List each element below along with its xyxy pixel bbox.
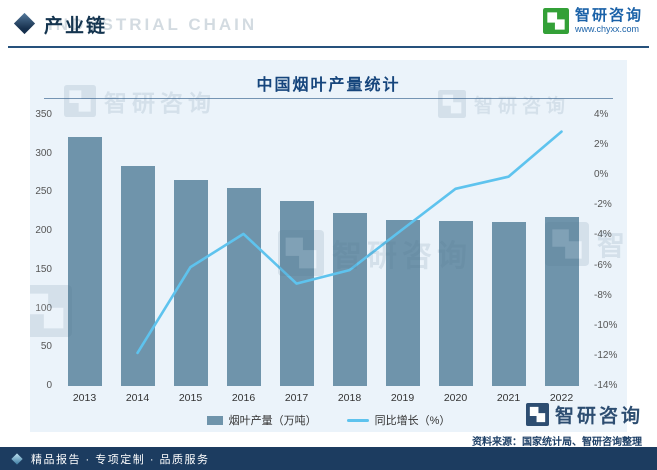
x-axis-label: 2020 xyxy=(443,392,468,404)
right-axis: 4% 2% 0% -2% -4% -6% -8% -10% -12% -14% xyxy=(594,109,627,391)
brand-url: www.chyxx.com xyxy=(574,24,639,35)
right-axis-tick: 2% xyxy=(594,139,609,151)
right-axis-tick: -12% xyxy=(594,349,618,361)
legend-bar-swatch xyxy=(206,415,223,425)
left-axis-tick: 100 xyxy=(35,302,52,314)
header-watermark-text: INDUSTRIAL CHAIN xyxy=(48,15,258,34)
legend-label: 烟叶产量（万吨） xyxy=(228,415,317,427)
right-axis-tick: -6% xyxy=(594,259,612,271)
right-axis-tick: -10% xyxy=(594,319,618,331)
legend-item: 烟叶产量（万吨） xyxy=(206,412,317,428)
brand-name: 智研咨询 xyxy=(574,7,643,24)
bar xyxy=(385,219,420,386)
source-note: 资料来源：国家统计局、智研咨询整理 xyxy=(472,437,642,448)
legend-item: 同比增长（%） xyxy=(346,412,451,428)
x-axis-label: 2022 xyxy=(549,392,574,404)
x-axis-label: 2017 xyxy=(284,392,309,404)
left-axis-tick: 300 xyxy=(35,147,52,159)
bar xyxy=(332,212,367,386)
right-axis-tick: 4% xyxy=(594,109,609,120)
left-axis: 0 50 100 150 200 250 300 350 xyxy=(30,109,54,391)
footer-text: 精品报告 · 专项定制 · 品质服务 xyxy=(31,453,210,466)
bar xyxy=(491,221,526,386)
x-axis-label: 2015 xyxy=(178,392,203,404)
bar xyxy=(226,187,261,386)
bar xyxy=(438,221,473,386)
x-axis-label: 2019 xyxy=(390,392,415,404)
title-underline xyxy=(44,98,613,99)
brand-text-block: 智研咨询 www.chyxx.com xyxy=(575,7,643,35)
x-axis-label: 2016 xyxy=(231,392,256,404)
bar-series xyxy=(58,115,588,386)
left-axis-tick: 150 xyxy=(35,263,52,275)
right-axis-tick: -4% xyxy=(594,229,612,241)
legend-label: 同比增长（%） xyxy=(374,415,451,427)
bar xyxy=(120,166,155,386)
brand: 智研咨询 www.chyxx.com xyxy=(542,7,643,35)
left-axis-tick: 0 xyxy=(46,380,52,391)
left-axis-tick: 200 xyxy=(35,225,52,237)
corner-brand: 智研咨询 xyxy=(525,401,643,428)
x-axis-label: 2014 xyxy=(125,392,150,404)
x-axis-labels: 2013 2014 2015 2016 2017 2018 2019 2020 2021 2022 xyxy=(58,392,588,404)
x-axis-label: 2013 xyxy=(72,392,97,404)
header-divider xyxy=(8,46,649,48)
brand-logo-icon xyxy=(542,7,569,34)
left-axis-tick: 350 xyxy=(35,109,52,120)
bar xyxy=(67,136,102,386)
chart-title: 中国烟叶产量统计 xyxy=(256,77,401,94)
legend: 烟叶产量（万吨） 同比增长（%） xyxy=(30,412,627,428)
footer-diamond-icon xyxy=(11,452,23,465)
left-axis-tick: 50 xyxy=(40,341,52,353)
page-header: INDUSTRIAL CHAIN 产业链 智研咨询 www.chyxx.com xyxy=(0,0,657,48)
x-axis-label: 2018 xyxy=(337,392,362,404)
bar xyxy=(279,200,314,386)
section-title: 产业链 xyxy=(44,16,108,37)
plot-area xyxy=(58,115,588,386)
chart-panel: 智研咨询 智研咨询 智研咨询 智研咨询 智研咨询 中国烟叶产量统计 050100… xyxy=(30,60,627,432)
right-axis-tick: -2% xyxy=(594,199,612,211)
corner-brand-logo-icon xyxy=(525,403,549,426)
right-axis-tick: -14% xyxy=(594,380,618,391)
corner-brand-text: 智研咨询 xyxy=(554,406,643,427)
legend-line-swatch xyxy=(346,418,369,422)
right-axis-tick: -8% xyxy=(594,289,612,301)
line-series xyxy=(136,130,563,355)
left-axis-tick: 250 xyxy=(35,186,52,198)
footer-bar: 精品报告 · 专项定制 · 品质服务 xyxy=(0,447,657,470)
right-axis-tick: 0% xyxy=(594,169,609,181)
diamond-icon xyxy=(13,12,36,35)
bar xyxy=(544,217,579,386)
x-axis-label: 2021 xyxy=(496,392,521,404)
